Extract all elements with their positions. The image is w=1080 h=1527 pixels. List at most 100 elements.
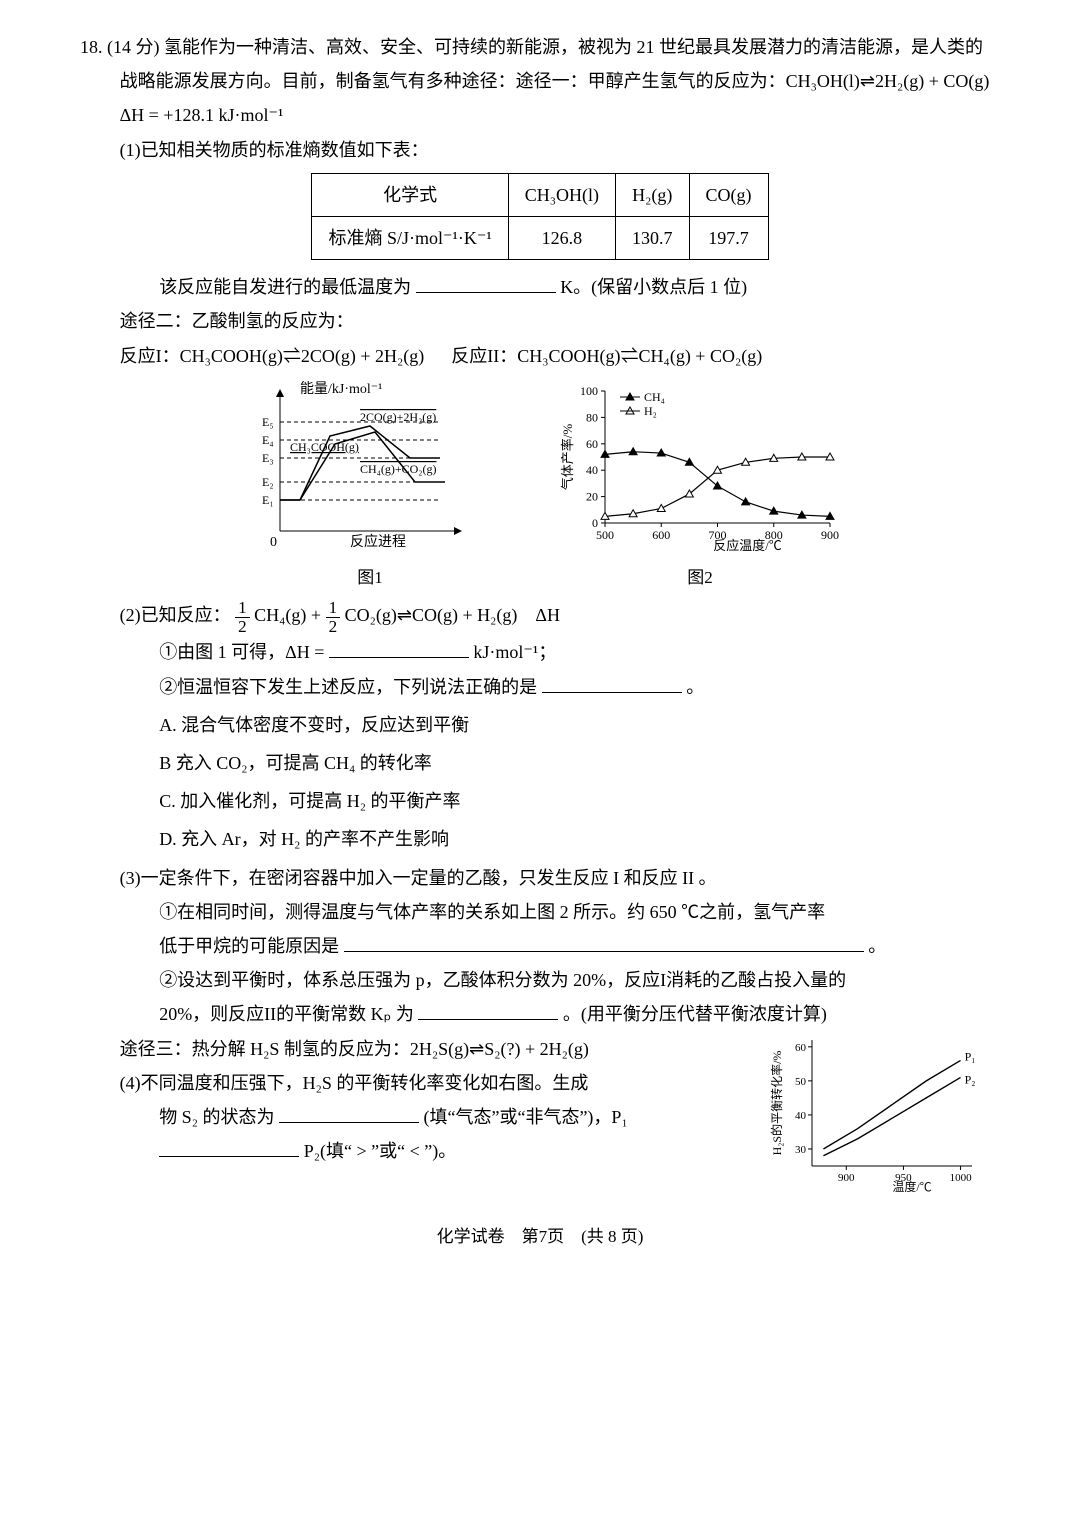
part2-2-text: ②恒温恒容下发生上述反应，下列说法正确的是 [159,677,537,697]
question-number: 18. [80,37,103,57]
part2-1: ①由图 1 可得，ΔH = kJ·mol⁻¹； [159,635,1000,669]
part2-lead: (2)已知反应： 12 CH₄(g) + 12 CO₂(g)⇌CO(g) + H… [120,598,1000,635]
part3-1a: ①在相同时间，测得温度与气体产率的关系如上图 2 所示。约 650 ℃之前，氢气… [159,895,1000,929]
svg-text:H₂: H₂ [644,404,657,418]
part3-lead: (3)一定条件下，在密闭容器中加入一定量的乙酸，只发生反应 I 和反应 II 。 [120,861,1000,895]
part2-2: ②恒温恒容下发生上述反应，下列说法正确的是 。 [159,670,1000,704]
part1-lead: (1)已知相关物质的标准熵数值如下表： [120,133,1000,167]
blank-temperature[interactable] [416,272,556,293]
svg-text:60: 60 [795,1041,807,1053]
part1-question: 该反应能自发进行的最低温度为 K。(保留小数点后 1 位) [159,270,1000,304]
part3-1b: 低于甲烷的可能原因是 。 [159,929,1000,963]
part1-tail: K。(保留小数点后 1 位) [560,277,747,297]
svg-text:E₃: E₃ [262,451,274,465]
part4-c-tail: P₂(填“ > ”或“ < ”)。 [304,1141,457,1161]
question-points: (14 分) [107,37,160,57]
svg-text:P₁: P₁ [965,1049,976,1063]
part2-1-tail: kJ·mol⁻¹； [473,642,556,662]
blank-p-compare[interactable] [159,1136,299,1157]
svg-text:900: 900 [838,1172,855,1184]
svg-text:40: 40 [795,1109,807,1121]
options-list: A. 混合气体密度不变时，反应达到平衡 B 充入 CO₂，可提高 CH₄ 的转化… [80,708,1000,857]
rxn2: 反应II：CH₃COOH(g)⇌CH₄(g) + CO₂(g) [451,346,762,366]
table-header: 化学式 [312,173,508,216]
fig1-caption: 图1 [240,562,500,594]
part2-1-text: ①由图 1 可得，ΔH = [159,642,324,662]
part4-b-tail: (填“气态”或“非气态”)，P₁ [423,1107,627,1127]
svg-text:20: 20 [586,489,598,503]
svg-text:CH₄: CH₄ [644,390,665,404]
part2-rxn-a: CH₄(g) + [254,605,325,625]
question-intro: 18. (14 分) 氢能作为一种清洁、高效、安全、可持续的新能源，被视为 21… [120,30,1000,133]
table-row: 标准熵 S/J·mol⁻¹·K⁻¹ 126.8 130.7 197.7 [312,216,768,259]
table-cell: 130.7 [616,216,690,259]
svg-text:80: 80 [586,410,598,424]
table-cell: 126.8 [508,216,615,259]
blank-deltaH[interactable] [329,638,469,659]
part3-2-tail: 。(用平衡分压代替平衡浓度计算) [563,1004,827,1024]
part1-q-text: 该反应能自发进行的最低温度为 [159,277,411,297]
svg-text:E₁: E₁ [262,493,274,507]
svg-text:0: 0 [270,535,277,550]
svg-text:1000: 1000 [950,1172,973,1184]
option-a: A. 混合气体密度不变时，反应达到平衡 [159,708,1000,742]
energy-diagram: 能量/kJ·mol⁻¹ 0 反应进程 E₅ E₄ E₃ E₂ E₁ 2CO(g)+2H₂… [240,381,500,551]
figure-1: 能量/kJ·mol⁻¹ 0 反应进程 E₅ E₄ E₃ E₂ E₁ 2CO(g)+2H₂… [240,381,500,594]
svg-text:P₂: P₂ [965,1072,976,1086]
svg-text:500: 500 [596,528,614,542]
svg-text:2CO(g)+2H₂(g): 2CO(g)+2H₂(g) [360,410,436,424]
svg-text:600: 600 [652,528,670,542]
part3-2a: ②设达到平衡时，体系总压强为 p，乙酸体积分数为 20%，反应I消耗的乙酸占投入… [159,963,1000,997]
part3-2b: 20%，则反应II的平衡常数 Kₚ 为 。(用平衡分压代替平衡浓度计算) [159,997,1000,1031]
blank-reason[interactable] [344,931,864,952]
rxn1: 反应I：CH₃COOH(g)⇌2CO(g) + 2H₂(g) [120,346,425,366]
table-header: H₂(g) [616,173,690,216]
svg-text:温度/℃: 温度/℃ [892,1179,931,1192]
svg-text:40: 40 [586,463,598,477]
svg-text:H₂S的平衡转化率/%: H₂S的平衡转化率/% [770,1050,784,1155]
blank-correct-option[interactable] [542,672,682,693]
blank-kp[interactable] [418,1000,558,1021]
figure-3: 304050609009501000H₂S的平衡转化率/%温度/℃ P₁P₂ [770,1032,1000,1203]
svg-text:反应温度/℃: 反应温度/℃ [713,538,782,551]
svg-text:反应进程: 反应进程 [350,533,406,550]
figures-row: 能量/kJ·mol⁻¹ 0 反应进程 E₅ E₄ E₃ E₂ E₁ 2CO(g)+2H₂… [80,381,1000,594]
part3-1-tail: 。 [868,936,886,956]
svg-text:E₅: E₅ [262,415,274,429]
fraction-half-2: 12 [326,599,341,636]
svg-text:E₄: E₄ [262,433,274,447]
fig1-yaxis: 能量/kJ·mol⁻¹ [300,381,382,397]
option-d: D. 充入 Ar，对 H₂ 的产率不产生影响 [159,822,1000,856]
part4-b-text: 物 S₂ 的状态为 [159,1107,274,1127]
route2-head: 途径二：乙酸制氢的反应为： [120,304,1000,338]
intro-text: 氢能作为一种清洁、高效、安全、可持续的新能源，被视为 21 世纪最具发展潜力的清… [120,37,1008,125]
figure-2: 020406080100500600700800900气体产率/%反应温度/℃ … [560,381,840,594]
reactions-line: 反应I：CH₃COOH(g)⇌2CO(g) + 2H₂(g) 反应II：CH₃C… [120,339,1000,373]
svg-text:30: 30 [795,1144,807,1156]
entropy-table: 化学式 CH₃OH(l) H₂(g) CO(g) 标准熵 S/J·mol⁻¹·K… [311,173,768,260]
part3-2b-text: 20%，则反应II的平衡常数 Kₚ 为 [159,1004,414,1024]
svg-text:50: 50 [795,1075,807,1087]
table-row: 化学式 CH₃OH(l) H₂(g) CO(g) [312,173,768,216]
table-cell: 标准熵 S/J·mol⁻¹·K⁻¹ [312,216,508,259]
table-header: CH₃OH(l) [508,173,615,216]
svg-text:CH₃COOH(g): CH₃COOH(g) [290,440,359,454]
svg-text:100: 100 [580,384,598,398]
fig2-caption: 图2 [560,562,840,594]
fraction-half-1: 12 [235,599,250,636]
part2-rxn-b: CO₂(g)⇌CO(g) + H₂(g) ΔH [345,605,560,625]
svg-text:E₂: E₂ [262,475,274,489]
yield-chart: 020406080100500600700800900气体产率/%反应温度/℃ … [560,381,840,551]
option-c: C. 加入催化剂，可提高 H₂ 的平衡产率 [159,784,1000,818]
svg-text:900: 900 [821,528,839,542]
conversion-chart: 304050609009501000H₂S的平衡转化率/%温度/℃ P₁P₂ [770,1032,1000,1192]
part2-lead-text: (2)已知反应： [120,605,231,625]
blank-state[interactable] [279,1102,419,1123]
table-header: CO(g) [689,173,768,216]
option-b: B 充入 CO₂，可提高 CH₄ 的转化率 [159,746,1000,780]
table-cell: 197.7 [689,216,768,259]
svg-text:气体产率/%: 气体产率/% [560,423,575,490]
part3-1b-text: 低于甲烷的可能原因是 [159,936,339,956]
page-footer: 化学试卷 第7页 (共 8 页) [80,1221,1000,1253]
svg-text:60: 60 [586,436,598,450]
